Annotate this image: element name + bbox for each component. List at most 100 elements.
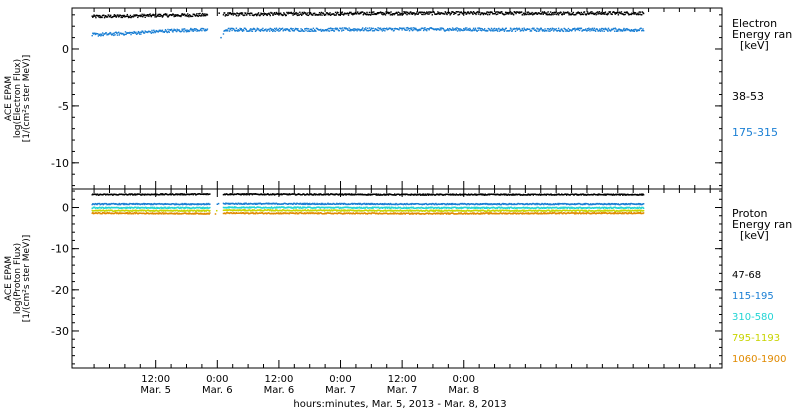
data-point	[162, 209, 164, 211]
data-point	[172, 29, 175, 32]
data-point	[143, 13, 145, 16]
data-point	[192, 194, 194, 196]
data-point	[280, 12, 282, 15]
data-point	[485, 12, 488, 14]
data-point	[351, 12, 353, 15]
data-point	[198, 210, 200, 212]
data-point	[224, 30, 226, 32]
data-point	[398, 12, 401, 14]
data-point	[488, 28, 490, 30]
data-point	[321, 30, 323, 32]
data-point	[273, 27, 276, 30]
data-point	[248, 194, 251, 196]
data-point	[371, 13, 373, 15]
data-point	[337, 29, 339, 31]
data-point	[262, 14, 265, 17]
data-point	[310, 12, 312, 15]
data-point	[410, 203, 413, 206]
data-point	[153, 29, 155, 31]
data-point	[498, 12, 501, 14]
data-point	[368, 29, 370, 32]
data-point	[131, 193, 133, 195]
data-point	[327, 13, 329, 16]
data-point	[272, 209, 274, 211]
data-point	[390, 207, 392, 209]
data-point	[388, 207, 390, 209]
data-point	[609, 29, 611, 31]
data-point	[181, 28, 183, 30]
data-point	[268, 12, 270, 14]
data-point	[394, 203, 397, 206]
data-point	[187, 29, 190, 32]
data-point	[506, 194, 509, 196]
data-point	[482, 12, 484, 15]
data-point	[346, 28, 348, 30]
data-point	[474, 206, 477, 209]
data-point	[462, 29, 464, 32]
data-point	[379, 194, 381, 196]
data-point	[532, 27, 534, 29]
data-point	[105, 206, 107, 208]
data-point	[144, 16, 146, 18]
y-axis-label: log(Electron Flux)	[13, 59, 23, 138]
data-point	[231, 13, 233, 15]
data-point	[642, 194, 645, 196]
data-point	[180, 14, 183, 16]
data-point	[625, 207, 628, 209]
data-point	[541, 30, 544, 32]
data-point	[178, 193, 181, 196]
data-point	[307, 203, 309, 206]
data-point	[591, 203, 593, 206]
data-point	[134, 15, 137, 17]
data-point	[255, 13, 257, 15]
data-point	[408, 27, 410, 30]
data-point	[423, 28, 425, 30]
data-point	[593, 13, 596, 16]
data-point	[304, 28, 307, 30]
data-point	[145, 206, 147, 208]
data-point	[206, 202, 208, 205]
data-point	[482, 193, 484, 195]
data-point	[381, 206, 383, 209]
data-point	[469, 12, 471, 15]
data-point	[220, 36, 222, 39]
data-point	[536, 13, 539, 15]
data-point	[479, 203, 481, 206]
data-point	[304, 209, 307, 211]
data-point	[425, 28, 427, 31]
y-tick-label: -20	[51, 284, 69, 297]
data-point	[593, 29, 595, 32]
data-point	[510, 28, 512, 30]
data-point	[100, 33, 103, 35]
data-point	[263, 12, 265, 14]
data-point	[376, 28, 378, 31]
data-point	[483, 28, 486, 30]
data-point	[549, 11, 552, 13]
data-point	[170, 28, 173, 31]
data-point	[244, 193, 247, 196]
data-point	[483, 206, 485, 209]
data-point	[231, 209, 233, 211]
data-point	[320, 28, 322, 31]
data-point	[467, 29, 469, 31]
data-point	[583, 11, 586, 13]
data-point	[307, 30, 309, 32]
data-point	[361, 27, 364, 29]
data-point	[364, 207, 366, 209]
data-point	[582, 193, 584, 195]
data-point	[348, 27, 350, 29]
data-point	[184, 207, 186, 209]
data-point	[387, 12, 390, 15]
data-point	[309, 28, 312, 31]
data-point	[92, 15, 95, 17]
data-point	[608, 203, 610, 206]
y-tick-label: 0	[62, 202, 69, 215]
data-point	[99, 16, 101, 19]
data-point	[168, 206, 170, 208]
data-point	[523, 12, 525, 14]
data-point	[231, 193, 234, 195]
data-point	[328, 13, 331, 16]
data-point	[461, 207, 463, 210]
data-point	[318, 193, 320, 195]
data-point	[561, 13, 564, 16]
